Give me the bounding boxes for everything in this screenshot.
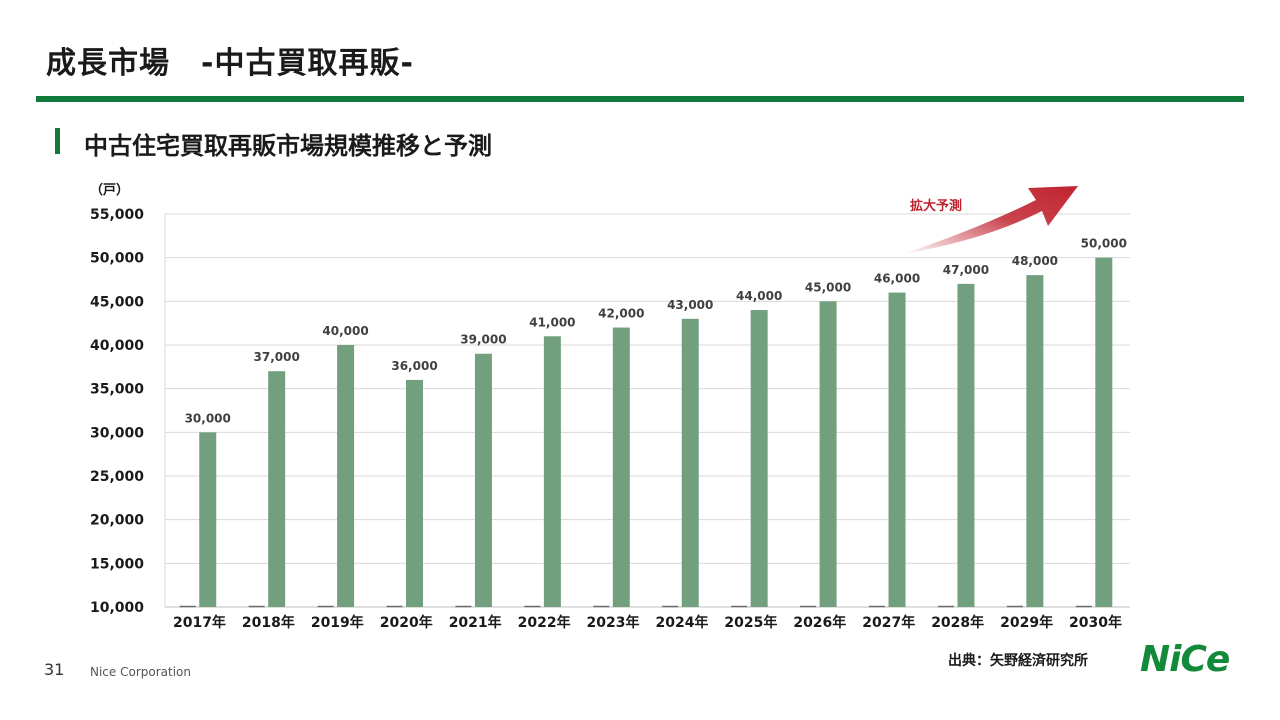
section-marker [55, 128, 60, 154]
bar-2024年 [681, 318, 699, 607]
bar-value-label: 43,000 [667, 298, 713, 312]
x-tick-label: 2026年 [793, 614, 846, 631]
x-tick-label: 2025年 [724, 614, 777, 631]
bar-2026年 [819, 301, 837, 607]
y-tick-label: 10,000 [90, 600, 144, 616]
bar-2020年 [406, 379, 424, 607]
bar-2021年 [474, 353, 492, 607]
bar-value-label: 47,000 [943, 263, 989, 277]
y-unit-label: （戸） [90, 182, 129, 198]
bar-2019年 [337, 345, 355, 607]
bar-2022年 [543, 336, 561, 607]
nice-logo: NiCe [1140, 639, 1230, 680]
page-number: 31 [44, 660, 65, 679]
bar-value-label: 40,000 [322, 324, 368, 338]
bar-2028年 [957, 283, 975, 607]
bar-2027年 [888, 292, 906, 607]
y-tick-label: 30,000 [90, 425, 144, 441]
x-tick-label: 2020年 [380, 614, 433, 631]
x-tick-label: 2024年 [655, 614, 708, 631]
bar-value-label: 37,000 [254, 350, 300, 364]
x-tick-label: 2022年 [518, 614, 571, 631]
bar-value-label: 42,000 [598, 307, 644, 321]
y-tick-label: 45,000 [90, 294, 144, 310]
x-tick-label: 2030年 [1069, 614, 1122, 631]
y-tick-label: 40,000 [90, 338, 144, 354]
y-tick-label: 50,000 [90, 251, 144, 267]
x-tick-label: 2028年 [931, 614, 984, 631]
x-tick-label: 2027年 [862, 614, 915, 631]
x-tick-label: 2029年 [1000, 614, 1053, 631]
source-note: 出典：矢野経済研究所 [948, 653, 1088, 669]
x-tick-label: 2017年 [173, 614, 226, 631]
bar-value-label: 36,000 [391, 359, 437, 373]
title-divider [36, 96, 1244, 102]
bar-value-label: 46,000 [874, 272, 920, 286]
y-tick-label: 25,000 [90, 469, 144, 485]
y-tick-label: 55,000 [90, 207, 144, 223]
company-name: Nice Corporation [90, 665, 191, 679]
bar-2017年 [199, 432, 217, 607]
growth-annotation: 拡大予測 [910, 198, 962, 214]
bar-value-label: 41,000 [529, 315, 575, 329]
y-tick-label: 15,000 [90, 556, 144, 572]
growth-arrow [903, 186, 1078, 254]
bar-value-label: 48,000 [1012, 254, 1058, 268]
x-tick-label: 2021年 [449, 614, 502, 631]
x-tick-label: 2019年 [311, 614, 364, 631]
bar-value-label: 44,000 [736, 289, 782, 303]
bar-2030年 [1095, 257, 1113, 607]
section-heading: 中古住宅買取再販市場規模推移と予測 [84, 132, 492, 160]
bar-value-label: 30,000 [185, 411, 231, 425]
y-tick-label: 20,000 [90, 513, 144, 529]
x-tick-label: 2018年 [242, 614, 295, 631]
bar-value-label: 45,000 [805, 280, 851, 294]
bar-2023年 [612, 327, 630, 607]
bar-2025年 [750, 310, 768, 607]
x-tick-label: 2023年 [587, 614, 640, 631]
bar-2018年 [268, 371, 286, 607]
slide-title: 成長市場 -中古買取再販- [46, 46, 414, 81]
y-tick-label: 35,000 [90, 382, 144, 398]
bar-value-label: 39,000 [460, 333, 506, 347]
bar-2029年 [1026, 275, 1044, 607]
bar-value-label: 50,000 [1081, 237, 1127, 251]
